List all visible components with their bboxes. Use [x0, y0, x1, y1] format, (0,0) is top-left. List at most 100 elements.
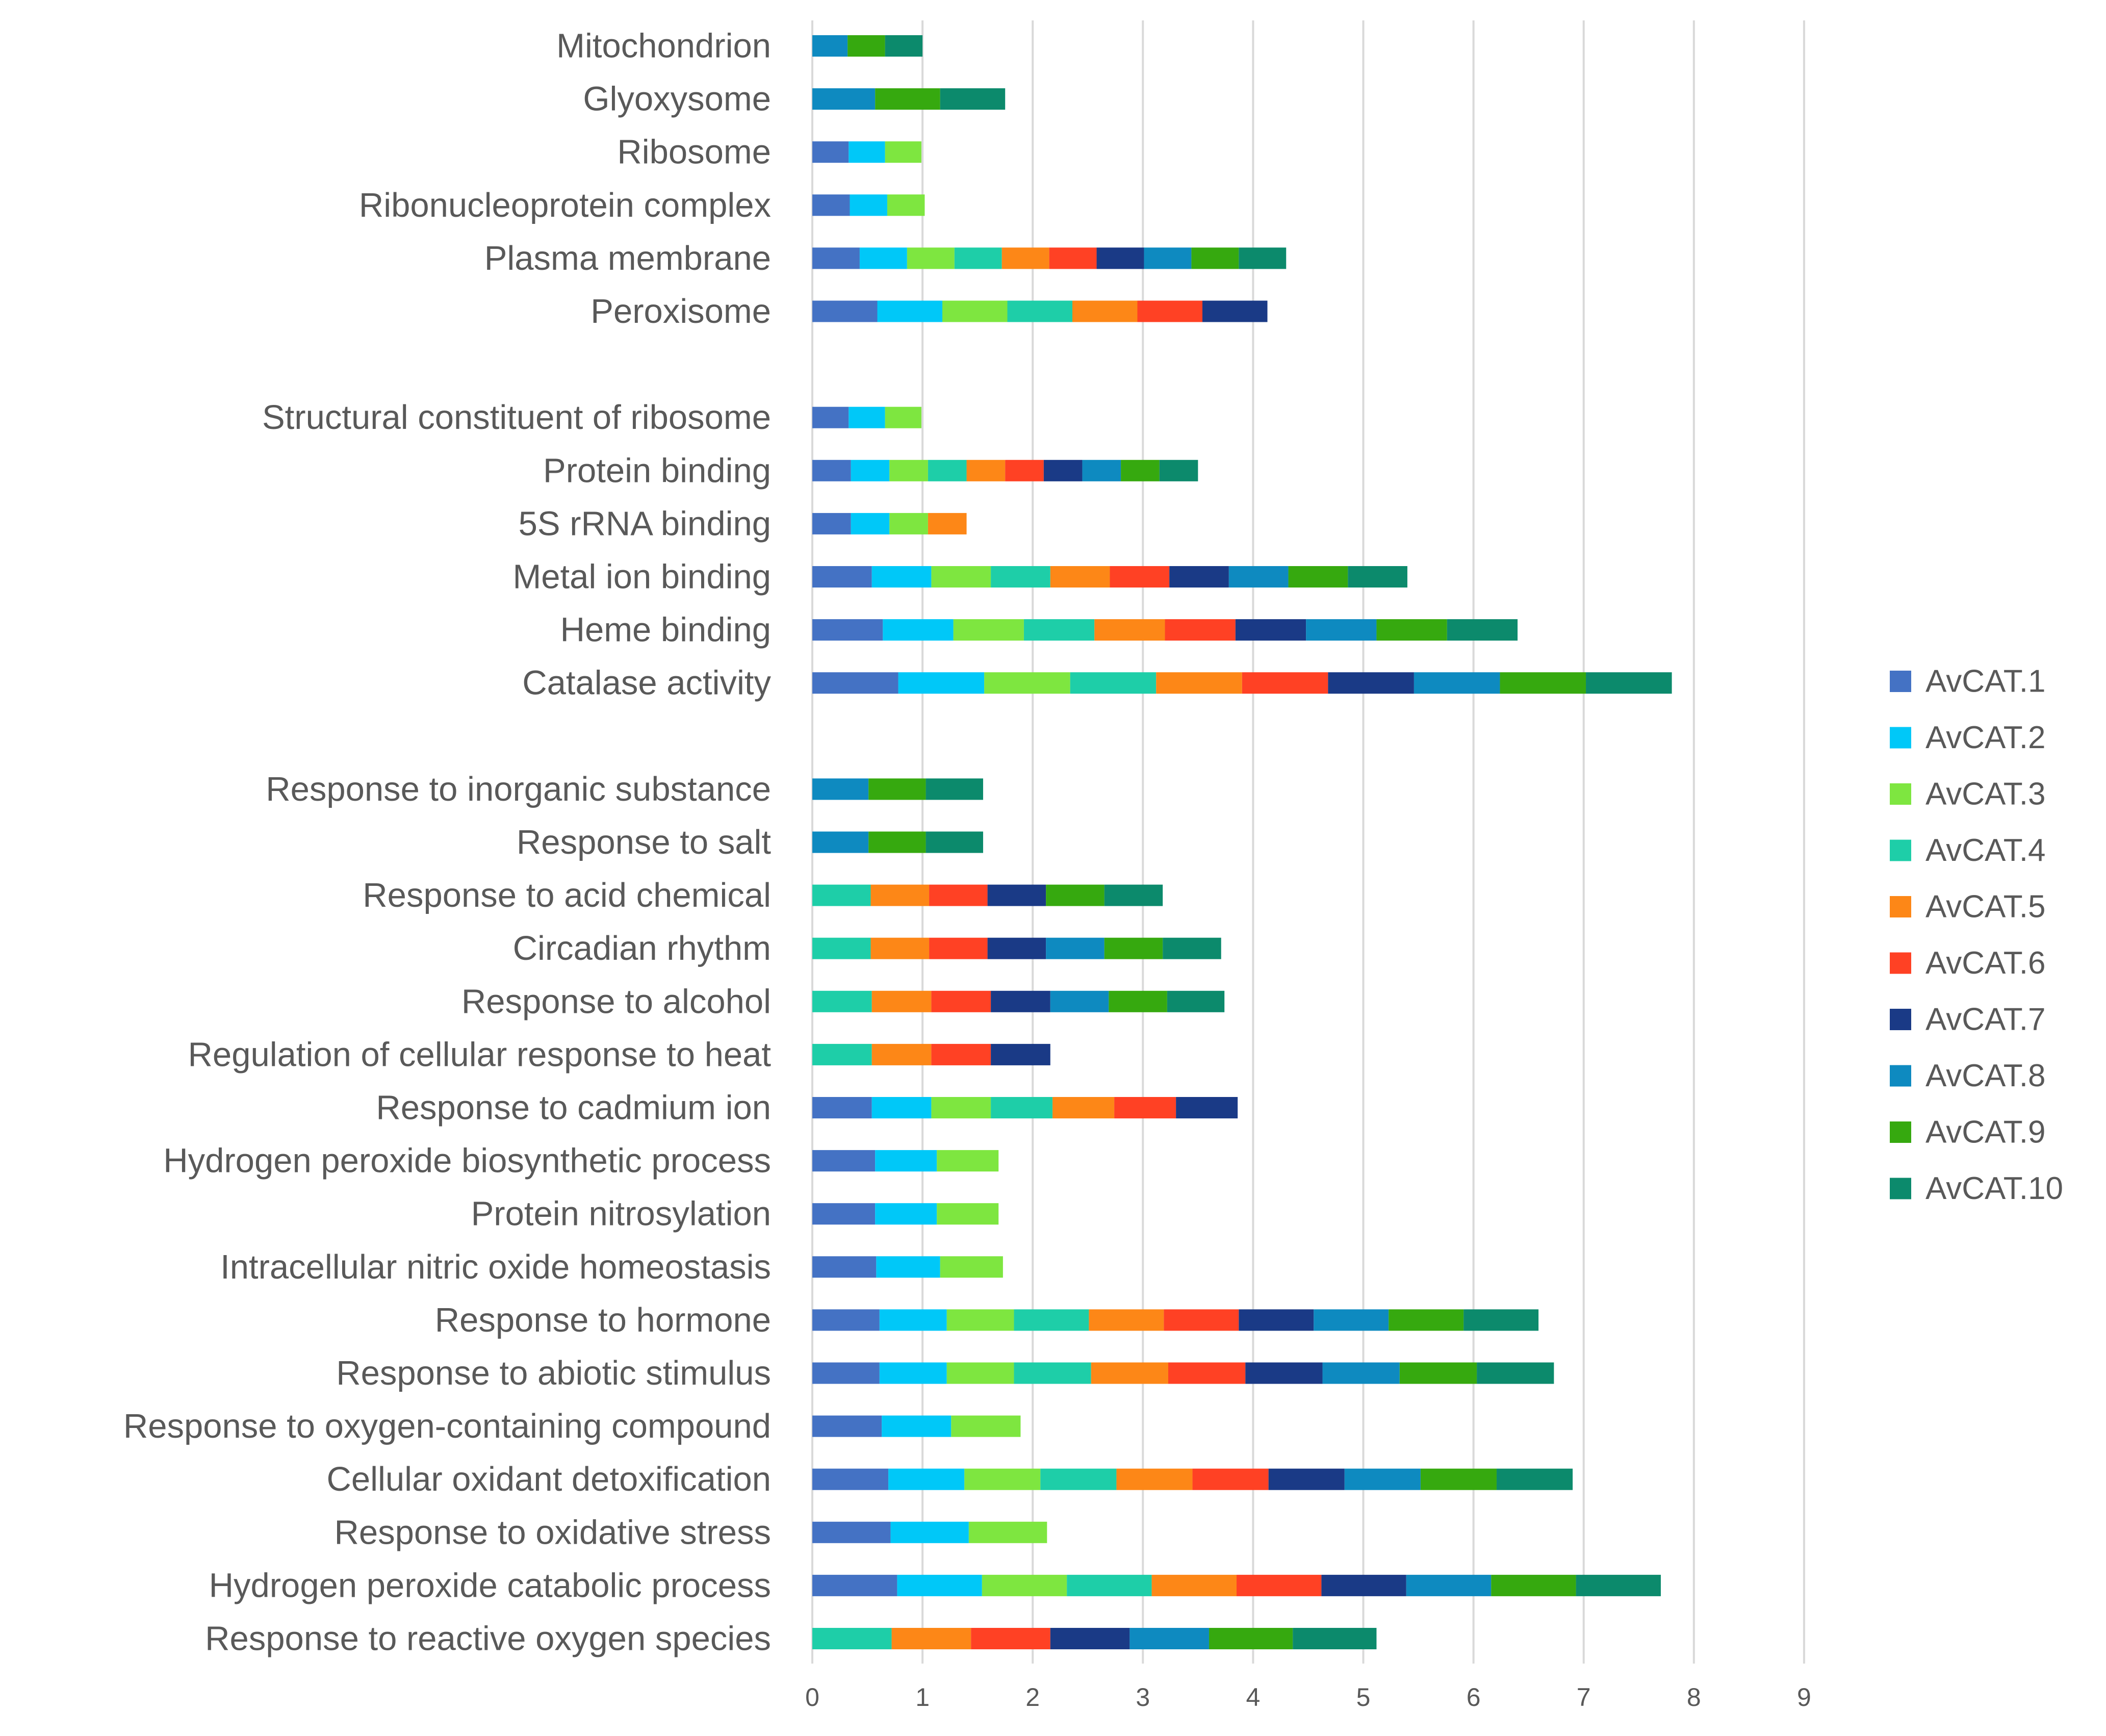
bar-segment-avcat-2 [890, 1521, 969, 1543]
category-label: Response to reactive oxygen species [205, 1620, 771, 1658]
bar-segment-avcat-10 [1463, 1309, 1539, 1331]
legend-label: AvCAT.4 [1925, 833, 2045, 868]
bar-segment-avcat-4 [928, 459, 967, 481]
bar-segment-avcat-8 [1228, 566, 1289, 588]
bar-segment-avcat-7 [1169, 566, 1229, 588]
bar-segment-avcat-10 [1477, 1362, 1554, 1384]
x-tick-label: 6 [1467, 1683, 1481, 1712]
bar-segment-avcat-5 [870, 884, 930, 906]
bar-segment-avcat-9 [1389, 1309, 1464, 1331]
bar-segment-avcat-2 [871, 1097, 932, 1118]
bar-segment-avcat-3 [885, 406, 921, 428]
category-labels: Mitochondrion Glyoxysome Ribosome Ribonucle… [123, 27, 772, 1658]
bar-segment-avcat-7 [987, 884, 1046, 906]
x-tick-label: 9 [1797, 1683, 1811, 1712]
bar-segment-avcat-2 [876, 1256, 940, 1278]
category-label: Structural constituent of ribosome [262, 398, 771, 437]
bar-segment-avcat-1 [812, 1362, 880, 1384]
bar-segment-avcat-6 [1005, 459, 1044, 481]
bar-segment-avcat-1 [812, 406, 849, 428]
category-label: Response to cadmium ion [376, 1089, 771, 1127]
bar-segment-avcat-2 [859, 247, 907, 269]
bar-segment-avcat-2 [882, 1415, 952, 1437]
bar-segment-avcat-3 [940, 1256, 1003, 1278]
bar-segment-avcat-9 [1209, 1628, 1293, 1649]
category-label: Response to oxidative stress [334, 1513, 771, 1551]
category-label: Hydrogen peroxide catabolic process [209, 1566, 771, 1604]
bar-segment-avcat-10 [1576, 1574, 1661, 1596]
bar-segment-avcat-9 [847, 35, 885, 57]
bar-segment-avcat-7 [1096, 247, 1144, 269]
bar-segment-avcat-4 [991, 1097, 1053, 1118]
bar-segment-avcat-2 [897, 1574, 982, 1596]
x-axis-ticks: 0 1 2 3 4 5 6 7 8 9 [805, 1683, 1811, 1712]
bar-segment-avcat-6 [1242, 672, 1328, 694]
bar-segment-avcat-1 [812, 513, 851, 534]
bar-segment-avcat-5 [1151, 1574, 1237, 1596]
bar-segment-avcat-6 [929, 937, 988, 959]
gridlines [811, 20, 1805, 1664]
category-label: Protein nitrosylation [471, 1195, 771, 1233]
bar-segment-avcat-3 [942, 300, 1008, 322]
bar-segment-avcat-1 [812, 1521, 891, 1543]
bar-segment-avcat-10 [1163, 937, 1221, 959]
bar-segment-avcat-1 [812, 619, 883, 641]
bar-segment-avcat-4 [812, 1043, 872, 1065]
bar-segment-avcat-1 [812, 247, 860, 269]
bar-segment-avcat-7 [987, 937, 1046, 959]
bar-segment-avcat-4 [812, 884, 871, 906]
category-label: Ribonucleoprotein complex [359, 186, 771, 224]
bar-segment-avcat-2 [851, 459, 890, 481]
bar-segment-avcat-2 [877, 300, 942, 322]
x-tick-label: 2 [1025, 1683, 1040, 1712]
bar-segment-avcat-1 [812, 1415, 882, 1437]
bar-segment-avcat-8 [1344, 1468, 1421, 1490]
bar-segment-avcat-3 [889, 513, 928, 534]
bar-segment-avcat-7 [1176, 1097, 1238, 1118]
bar-segment-avcat-2 [849, 141, 885, 163]
bar-segment-avcat-5 [1091, 1362, 1169, 1384]
bar-segment-avcat-8 [1322, 1362, 1400, 1384]
bar-segment-avcat-6 [1110, 566, 1170, 588]
category-label: Response to oxygen-containing compound [123, 1407, 771, 1445]
bar-segment-avcat-4 [991, 566, 1050, 588]
bar-segment-avcat-6 [1164, 1309, 1239, 1331]
bar-segment-avcat-10 [1586, 672, 1672, 694]
legend-label: AvCAT.8 [1925, 1058, 2045, 1093]
legend-label: AvCAT.2 [1925, 720, 2045, 755]
bar-segment-avcat-8 [812, 778, 869, 800]
x-tick-label: 1 [915, 1683, 930, 1712]
bar-segment-avcat-5 [1094, 619, 1165, 641]
bar-segment-avcat-10 [1496, 1468, 1573, 1490]
bar-segment-avcat-4 [1014, 1362, 1091, 1384]
bar-segment-avcat-8 [812, 35, 848, 57]
bar-segment-avcat-3 [968, 1521, 1047, 1543]
category-label: Response to salt [517, 823, 771, 861]
bar-segment-avcat-1 [812, 672, 898, 694]
bar-segment-avcat-5 [870, 937, 930, 959]
bar-segment-avcat-3 [885, 141, 921, 163]
bar-segment-avcat-1 [812, 459, 851, 481]
bar-segment-avcat-9 [1191, 247, 1239, 269]
bar-segment-avcat-3 [931, 566, 991, 588]
bar-segment-avcat-9 [1420, 1468, 1497, 1490]
bar-segment-avcat-10 [1167, 990, 1225, 1012]
bar-segment-avcat-3 [889, 459, 928, 481]
bar-segment-avcat-5 [1001, 247, 1049, 269]
legend-label: AvCAT.1 [1925, 664, 2045, 699]
bar-segment-avcat-2 [875, 1150, 937, 1172]
bar-segment-avcat-4 [1040, 1468, 1117, 1490]
legend-swatch [1890, 783, 1911, 805]
bar-segment-avcat-7 [1328, 672, 1414, 694]
category-label: Regulation of cellular response to heat [188, 1035, 772, 1074]
bar-segment-avcat-9 [1109, 990, 1167, 1012]
legend-swatch [1890, 1009, 1911, 1030]
legend-label: AvCAT.3 [1925, 777, 2045, 812]
bar-segment-avcat-2 [851, 513, 890, 534]
bar-segment-avcat-7 [1235, 619, 1306, 641]
bar-segment-avcat-7 [991, 990, 1050, 1012]
bar-segment-avcat-3 [982, 1574, 1067, 1596]
category-label: Catalase activity [522, 664, 771, 702]
bar-segment-avcat-8 [1406, 1574, 1492, 1596]
bar-segment-avcat-7 [1268, 1468, 1345, 1490]
